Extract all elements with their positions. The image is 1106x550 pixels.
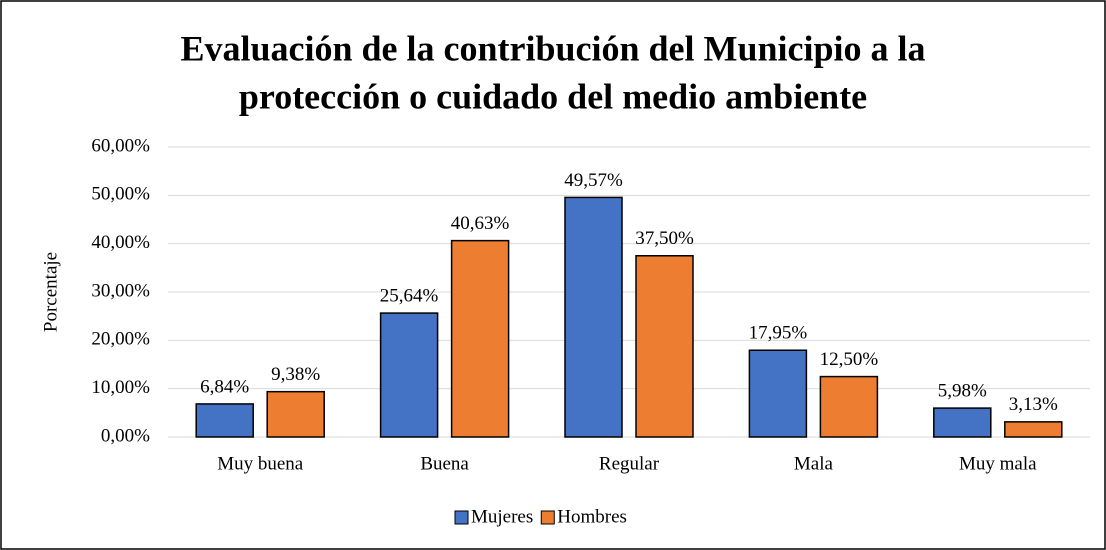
bar xyxy=(635,255,694,438)
y-tick-label: 40,00% xyxy=(91,232,150,253)
y-tick-label: 30,00% xyxy=(91,280,150,301)
bar xyxy=(564,196,623,438)
value-label: 9,38% xyxy=(271,364,320,385)
bar xyxy=(450,239,510,438)
chart-title: protección o cuidado del medio ambiente xyxy=(239,76,867,116)
value-label: 49,57% xyxy=(564,170,623,191)
value-label: 17,95% xyxy=(749,323,808,344)
chart-title: Evaluación de la contribución del Munici… xyxy=(180,28,925,68)
bar xyxy=(933,407,992,438)
y-axis-label: Porcentaje xyxy=(40,252,61,332)
legend-swatch xyxy=(454,510,469,525)
value-label: 37,50% xyxy=(635,228,694,249)
legend-label: Mujeres xyxy=(471,506,533,527)
bar xyxy=(1004,421,1063,438)
bar xyxy=(748,349,808,438)
x-tick-label: Mala xyxy=(794,453,834,474)
legend-label: Hombres xyxy=(557,506,627,527)
bar xyxy=(819,375,879,438)
value-label: 6,84% xyxy=(200,376,249,397)
y-tick-label: 0,00% xyxy=(101,425,150,446)
value-label: 5,98% xyxy=(938,380,987,401)
y-tick-label: 50,00% xyxy=(91,184,150,205)
x-tick-label: Buena xyxy=(420,453,469,474)
value-label: 12,50% xyxy=(820,349,879,370)
y-tick-label: 20,00% xyxy=(91,329,150,350)
x-tick-label: Muy buena xyxy=(217,453,304,474)
value-label: 3,13% xyxy=(1009,394,1058,415)
legend-swatch xyxy=(540,510,555,525)
x-tick-label: Muy mala xyxy=(959,453,1037,474)
y-tick-label: 10,00% xyxy=(91,377,150,398)
y-tick-label: 60,00% xyxy=(91,135,150,156)
value-label: 40,63% xyxy=(451,213,510,234)
value-label: 25,64% xyxy=(380,285,439,306)
x-tick-label: Regular xyxy=(599,453,660,474)
bar xyxy=(266,390,325,438)
bar xyxy=(379,312,439,438)
bar xyxy=(195,403,254,438)
